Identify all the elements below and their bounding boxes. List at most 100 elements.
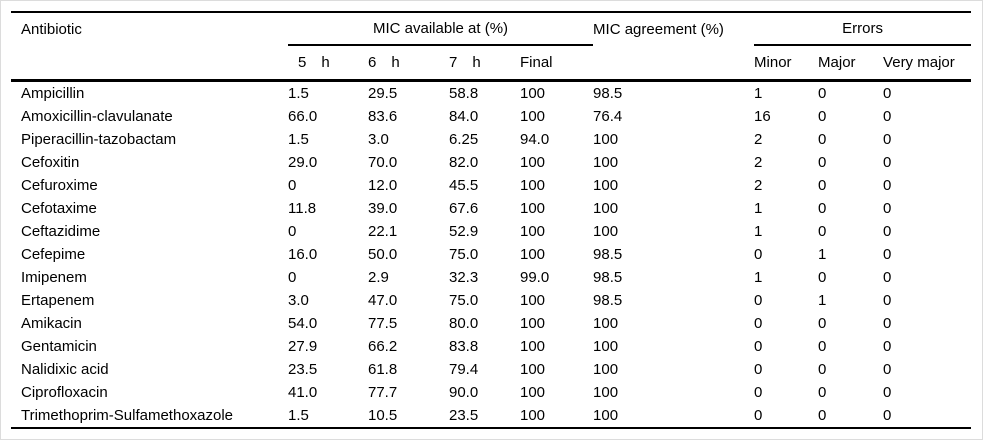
cell-major: 0 xyxy=(818,131,827,148)
cell-7h: 32.3 xyxy=(449,269,479,286)
antibiotic-name: Trimethoprim-Sulfamethoxazole xyxy=(21,407,234,424)
cell-minor: 0 xyxy=(754,384,763,401)
cell-mic-agreement: 100 xyxy=(593,223,619,240)
table-row: Cefepime 16.0 50.0 75.0 100 98.5 0 1 0 xyxy=(11,243,971,266)
cell-6h: 66.2 xyxy=(368,338,398,355)
antibiotic-name: Amikacin xyxy=(21,315,82,332)
cell-6h: 77.7 xyxy=(368,384,398,401)
cell-very-major: 0 xyxy=(883,361,892,378)
cell-major: 0 xyxy=(818,85,827,102)
col-header-7h: 7 h xyxy=(449,54,481,71)
cell-6h: 10.5 xyxy=(368,407,398,424)
cell-major: 1 xyxy=(818,292,827,309)
cell-6h: 77.5 xyxy=(368,315,398,332)
cell-5h: 3.0 xyxy=(288,292,309,309)
col-group-errors: Errors xyxy=(754,11,972,46)
cell-7h: 82.0 xyxy=(449,154,479,171)
cell-final: 100 xyxy=(520,223,546,240)
table-row: Piperacillin-tazobactam 1.5 3.0 6.25 94.0 100… xyxy=(11,128,971,151)
cell-major: 0 xyxy=(818,407,827,424)
cell-very-major: 0 xyxy=(883,200,892,217)
antibiotic-name: Ertapenem xyxy=(21,292,95,309)
cell-final: 94.0 xyxy=(520,131,550,148)
subheader-row: 5 h 6 h 7 h Final Minor Major Very major xyxy=(11,45,971,81)
cell-minor: 1 xyxy=(754,269,763,286)
antibiotic-name: Cefuroxime xyxy=(21,177,98,194)
mic-results-table: Antibiotic MIC available at (%) MIC agre… xyxy=(11,11,972,429)
cell-final: 100 xyxy=(520,200,546,217)
cell-mic-agreement: 100 xyxy=(593,338,619,355)
table-row: Cefotaxime 11.8 39.0 67.6 100 100 1 0 0 xyxy=(11,197,971,220)
cell-major: 0 xyxy=(818,315,827,332)
cell-7h: 6.25 xyxy=(449,131,479,148)
cell-6h: 3.0 xyxy=(368,131,389,148)
cell-6h: 39.0 xyxy=(368,200,398,217)
cell-minor: 1 xyxy=(754,200,763,217)
cell-minor: 0 xyxy=(754,338,763,355)
cell-5h: 16.0 xyxy=(288,246,318,263)
cell-6h: 61.8 xyxy=(368,361,398,378)
cell-7h: 58.8 xyxy=(449,85,479,102)
cell-mic-agreement: 100 xyxy=(593,200,619,217)
cell-mic-agreement: 100 xyxy=(593,384,619,401)
table-row: Imipenem 0 2.9 32.3 99.0 98.5 1 0 0 xyxy=(11,266,971,289)
cell-very-major: 0 xyxy=(883,246,892,263)
cell-6h: 2.9 xyxy=(368,269,389,286)
cell-final: 99.0 xyxy=(520,269,550,286)
cell-very-major: 0 xyxy=(883,292,892,309)
antibiotic-name: Ciprofloxacin xyxy=(21,384,108,401)
cell-very-major: 0 xyxy=(883,154,892,171)
cell-mic-agreement: 100 xyxy=(593,315,619,332)
cell-major: 0 xyxy=(818,338,827,355)
cell-very-major: 0 xyxy=(883,131,892,148)
table-row: Amoxicillin-clavulanate 66.0 83.6 84.0 100 76… xyxy=(11,105,971,128)
cell-6h: 50.0 xyxy=(368,246,398,263)
cell-minor: 1 xyxy=(754,223,763,240)
cell-final: 100 xyxy=(520,361,546,378)
cell-mic-agreement: 98.5 xyxy=(593,85,623,102)
cell-minor: 2 xyxy=(754,131,763,148)
cell-6h: 47.0 xyxy=(368,292,398,309)
cell-final: 100 xyxy=(520,154,546,171)
cell-very-major: 0 xyxy=(883,384,892,401)
cell-final: 100 xyxy=(520,108,546,125)
cell-7h: 83.8 xyxy=(449,338,479,355)
cell-6h: 29.5 xyxy=(368,85,398,102)
cell-7h: 90.0 xyxy=(449,384,479,401)
antibiotic-name: Amoxicillin-clavulanate xyxy=(21,108,173,125)
table-row: Gentamicin 27.9 66.2 83.8 100 100 0 0 0 xyxy=(11,335,971,358)
cell-mic-agreement: 98.5 xyxy=(593,246,623,263)
cell-5h: 0 xyxy=(288,269,297,286)
cell-minor: 1 xyxy=(754,85,763,102)
table-header: Antibiotic MIC available at (%) MIC agre… xyxy=(11,11,972,81)
col-group-mic-available: MIC available at (%) xyxy=(288,11,594,46)
cell-final: 100 xyxy=(520,338,546,355)
cell-major: 0 xyxy=(818,384,827,401)
cell-7h: 79.4 xyxy=(449,361,479,378)
table-row: Ertapenem 3.0 47.0 75.0 100 98.5 0 1 0 xyxy=(11,289,971,312)
cell-7h: 23.5 xyxy=(449,407,479,424)
cell-mic-agreement: 100 xyxy=(593,361,619,378)
cell-minor: 2 xyxy=(754,177,763,194)
cell-minor: 0 xyxy=(754,407,763,424)
antibiotic-name: Piperacillin-tazobactam xyxy=(21,131,177,148)
cell-major: 0 xyxy=(818,154,827,171)
cell-mic-agreement: 76.4 xyxy=(593,108,623,125)
cell-7h: 80.0 xyxy=(449,315,479,332)
cell-5h: 41.0 xyxy=(288,384,318,401)
cell-final: 100 xyxy=(520,85,546,102)
cell-mic-agreement: 98.5 xyxy=(593,292,623,309)
cell-5h: 1.5 xyxy=(288,85,309,102)
antibiotic-name: Gentamicin xyxy=(21,338,97,355)
cell-major: 0 xyxy=(818,200,827,217)
cell-6h: 12.0 xyxy=(368,177,398,194)
cell-5h: 66.0 xyxy=(288,108,318,125)
antibiotic-name: Imipenem xyxy=(21,269,87,286)
cell-mic-agreement: 100 xyxy=(593,154,619,171)
cell-7h: 75.0 xyxy=(449,246,479,263)
cell-7h: 75.0 xyxy=(449,292,479,309)
cell-6h: 83.6 xyxy=(368,108,398,125)
cell-minor: 0 xyxy=(754,315,763,332)
cell-very-major: 0 xyxy=(883,269,892,286)
